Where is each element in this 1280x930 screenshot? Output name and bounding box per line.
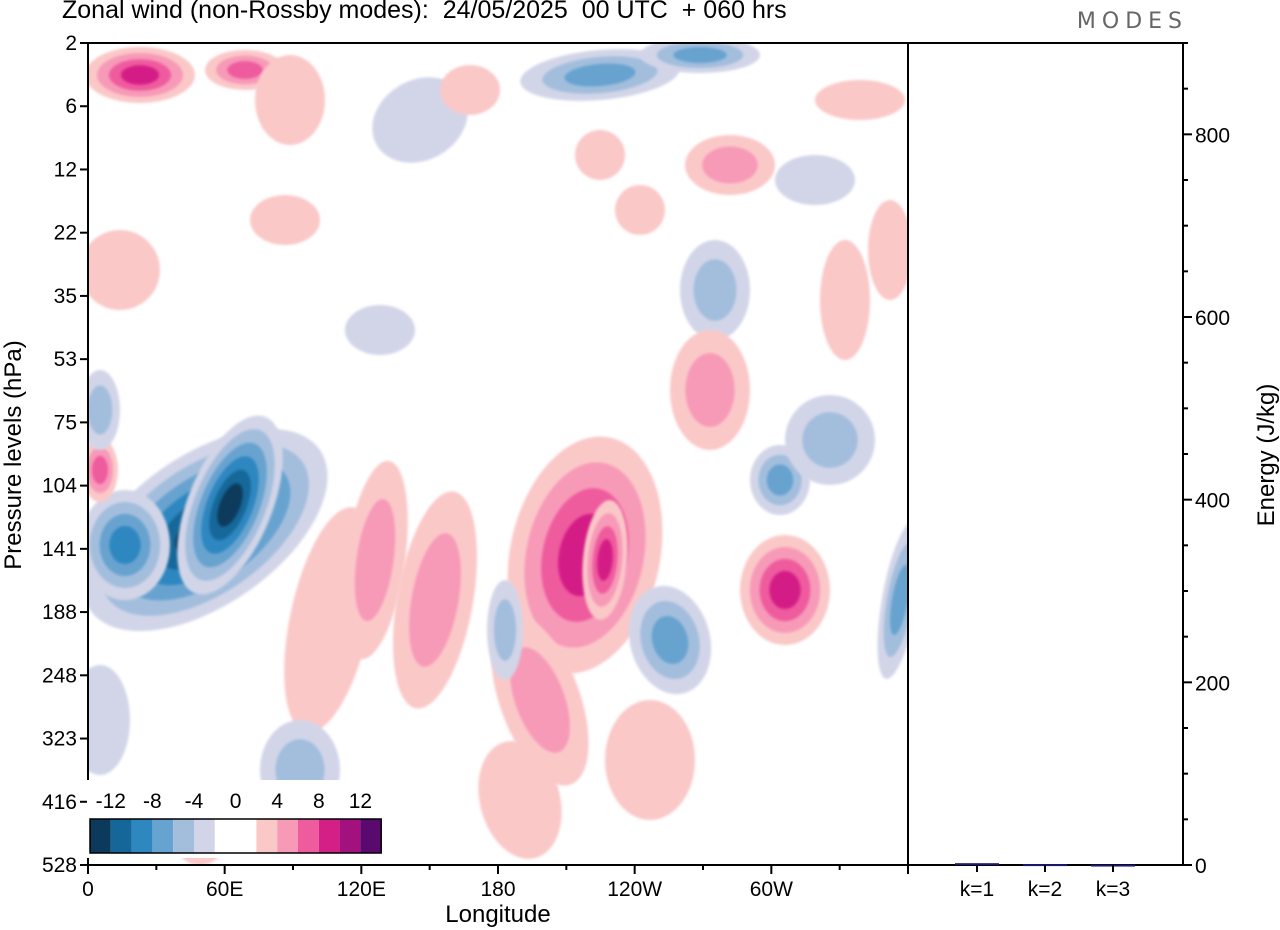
colorbar-swatch <box>360 819 382 853</box>
energy-tick-label: 600 <box>1195 307 1230 330</box>
chart-title: Zonal wind (non-Rossby modes): 24/05/202… <box>62 0 787 24</box>
energy-axis-title: Energy (J/kg) <box>1253 384 1280 527</box>
y-tick-label: 75 <box>54 411 77 434</box>
colorbar-border <box>89 818 382 854</box>
positive-wind-contour <box>409 533 461 667</box>
positive-wind-contour <box>120 65 160 85</box>
positive-wind-contour <box>92 455 108 485</box>
positive-wind-contour <box>597 539 613 581</box>
colorbar-swatch <box>152 819 174 853</box>
positive-wind-contour <box>478 741 562 859</box>
colorbar-label: 0 <box>230 790 242 813</box>
y-tick-label: 528 <box>42 854 77 877</box>
negative-wind-contour <box>775 155 855 205</box>
y-tick-label: 2 <box>65 32 77 55</box>
colorbar-label: -4 <box>185 790 204 813</box>
positive-wind-contour <box>615 185 665 235</box>
energy-category-label: k=3 <box>1096 878 1130 901</box>
colorbar-swatch <box>235 819 257 853</box>
negative-wind-contour <box>109 525 141 565</box>
y-tick-label: 416 <box>42 791 77 814</box>
pressure-axis: 2 6 12 22 35 53 75 104 141 188 248 323 416 528 <box>42 32 88 877</box>
positive-wind-contour <box>354 499 396 621</box>
negative-wind-contour <box>88 665 130 775</box>
positive-wind-contour <box>510 647 570 753</box>
colorbar-swatch <box>256 819 278 853</box>
colorbar-swatch <box>194 819 215 853</box>
positive-wind-contour <box>702 146 758 184</box>
positive-wind-contour <box>815 80 905 120</box>
brand-logo: MODES <box>1076 9 1188 34</box>
x-axis-title: Longitude <box>445 901 550 928</box>
colorbar-label: -12 <box>96 790 126 813</box>
negative-wind-contour <box>88 385 113 435</box>
negative-wind-contour <box>493 599 517 661</box>
positive-wind-contour <box>685 353 735 427</box>
y-tick-label: 35 <box>54 285 77 308</box>
x-tick-label: 60W <box>750 878 793 901</box>
y-tick-label: 248 <box>42 664 77 687</box>
colorbar-swatch <box>298 819 319 853</box>
negative-wind-contour <box>693 259 737 321</box>
energy-tick-label: 400 <box>1195 490 1230 513</box>
energy-bar <box>955 863 999 866</box>
colorbar-swatch <box>277 819 298 853</box>
x-tick-label: 180 <box>480 878 515 901</box>
colorbar-swatch <box>90 819 111 853</box>
y-tick-label: 6 <box>65 95 77 118</box>
energy-tick-label: 200 <box>1195 672 1230 695</box>
energy-tick-label: 800 <box>1195 124 1230 147</box>
positive-wind-contour <box>575 130 625 180</box>
positive-wind-contour <box>820 240 870 360</box>
colorbar: -12 -8 -4 0 4 8 12 <box>87 780 385 858</box>
y-tick-label: 12 <box>54 158 77 181</box>
colorbar-swatch <box>173 819 194 853</box>
y-tick-label: 141 <box>42 538 77 561</box>
colorbar-swatch <box>318 819 340 853</box>
y-axis-title: Pressure levels (hPa) <box>0 340 27 569</box>
positive-wind-contour <box>440 65 500 115</box>
positive-wind-contour <box>250 195 320 245</box>
longitude-axis: 0 60E 120E 180 120W 60W <box>82 865 909 901</box>
energy-tick-label: 0 <box>1195 855 1207 878</box>
x-tick-label: 120E <box>337 878 386 901</box>
y-tick-label: 22 <box>54 222 77 245</box>
positive-wind-contour <box>605 700 695 820</box>
positive-wind-contour <box>88 230 160 310</box>
colorbar-label: 4 <box>271 790 283 813</box>
negative-wind-contour <box>889 564 908 636</box>
x-tick-label: 60E <box>206 878 243 901</box>
positive-wind-contour <box>255 55 325 145</box>
positive-wind-contour <box>769 570 801 610</box>
y-tick-label: 53 <box>54 348 77 371</box>
negative-wind-contour <box>802 412 858 468</box>
y-tick-label: 188 <box>42 601 77 624</box>
negative-wind-contour <box>766 464 794 496</box>
negative-wind-contour <box>651 615 689 665</box>
colorbar-swatch <box>339 819 361 853</box>
y-tick-label: 104 <box>42 475 77 498</box>
energy-panel: 0 200 400 600 800 k=1 k=2 k=3 <box>907 42 1230 901</box>
colorbar-label: -8 <box>143 790 162 813</box>
negative-wind-contour <box>673 47 727 63</box>
energy-category-label: k=1 <box>960 878 994 901</box>
colorbar-swatch <box>131 819 153 853</box>
colorbar-swatch <box>214 819 236 853</box>
colorbar-label: 12 <box>349 790 372 813</box>
x-tick-label: 120W <box>607 878 662 901</box>
positive-wind-contour <box>227 61 263 79</box>
x-tick-label: 0 <box>82 878 94 901</box>
heatmap-field <box>88 43 908 865</box>
colorbar-label: 8 <box>313 790 325 813</box>
negative-wind-contour <box>564 63 636 87</box>
energy-category-label: k=2 <box>1028 878 1062 901</box>
negative-wind-contour <box>217 483 243 527</box>
positive-wind-contour <box>868 200 908 300</box>
negative-wind-contour <box>345 305 415 355</box>
y-tick-label: 323 <box>42 728 77 751</box>
colorbar-swatch <box>110 819 132 853</box>
